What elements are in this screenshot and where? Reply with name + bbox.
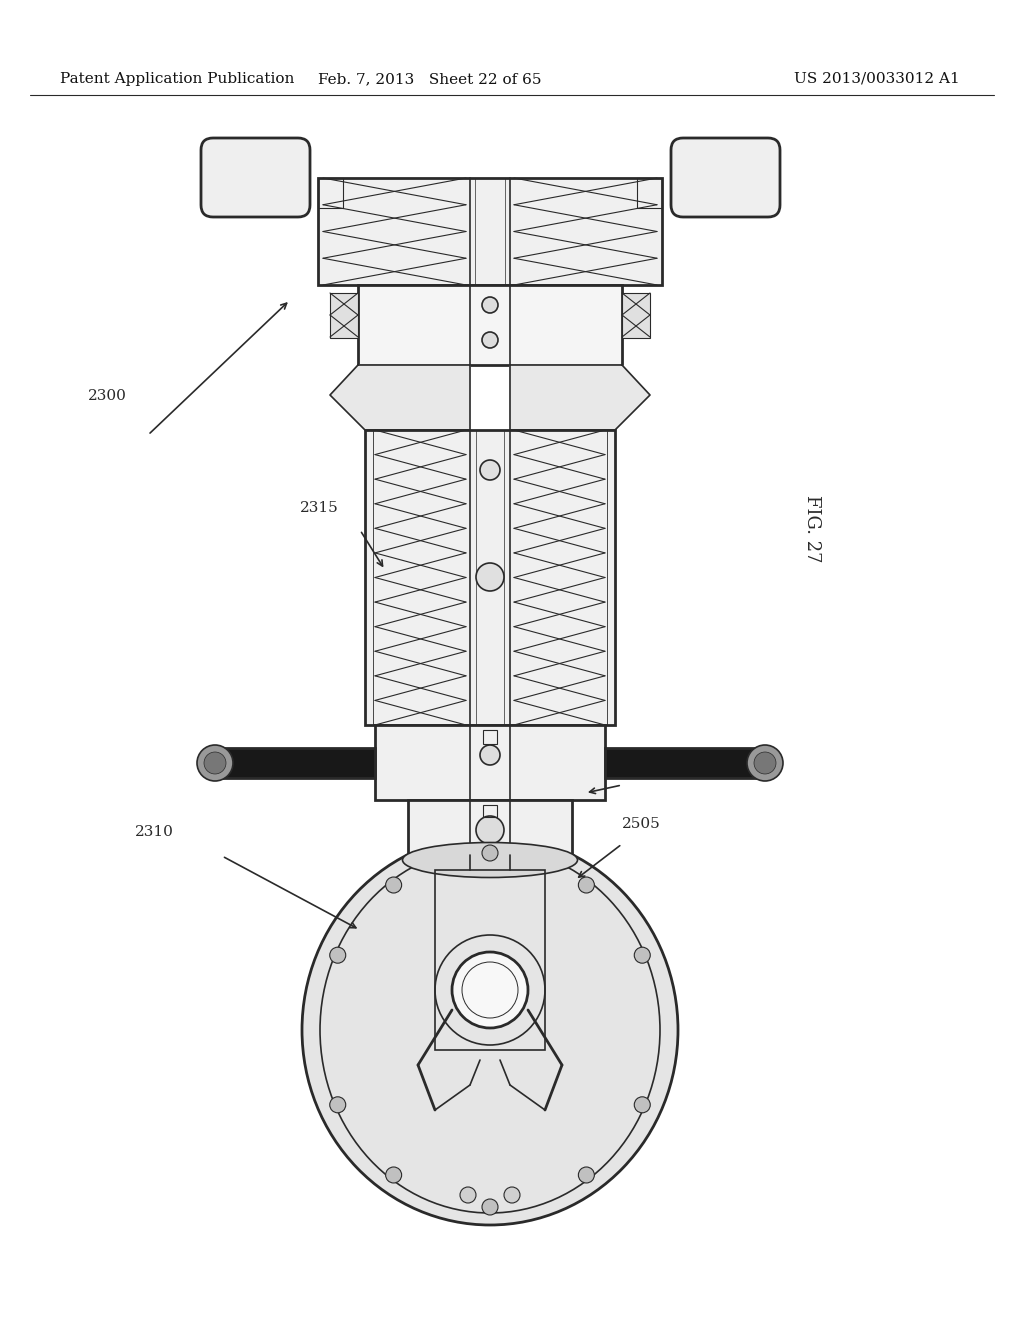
- FancyBboxPatch shape: [671, 139, 780, 216]
- Circle shape: [330, 948, 346, 964]
- Circle shape: [579, 876, 594, 894]
- Text: Patent Application Publication: Patent Application Publication: [60, 73, 294, 86]
- Circle shape: [746, 744, 783, 781]
- Text: US 2013/0033012 A1: US 2013/0033012 A1: [795, 73, 961, 86]
- Circle shape: [480, 459, 500, 480]
- Circle shape: [386, 1167, 401, 1183]
- Circle shape: [634, 1097, 650, 1113]
- Bar: [435, 870, 545, 1049]
- Text: 2315: 2315: [300, 502, 339, 515]
- Polygon shape: [510, 366, 650, 430]
- Circle shape: [476, 564, 504, 591]
- Circle shape: [482, 297, 498, 313]
- Circle shape: [476, 816, 504, 843]
- Bar: [215, 748, 375, 777]
- Text: 2300: 2300: [88, 389, 127, 403]
- Polygon shape: [330, 366, 470, 430]
- Text: FIG. 27: FIG. 27: [803, 495, 821, 562]
- Ellipse shape: [302, 836, 678, 1225]
- Circle shape: [204, 752, 226, 774]
- Circle shape: [482, 1199, 498, 1214]
- Bar: [605, 748, 765, 777]
- FancyBboxPatch shape: [201, 139, 310, 216]
- Circle shape: [754, 752, 776, 774]
- Ellipse shape: [402, 842, 578, 878]
- Circle shape: [386, 876, 401, 894]
- Bar: [408, 800, 572, 855]
- Bar: [358, 285, 622, 366]
- Circle shape: [504, 1187, 520, 1203]
- Bar: [622, 293, 650, 338]
- Bar: [483, 805, 497, 817]
- Bar: [318, 178, 662, 285]
- Bar: [330, 293, 358, 338]
- Circle shape: [480, 744, 500, 766]
- Text: Feb. 7, 2013   Sheet 22 of 65: Feb. 7, 2013 Sheet 22 of 65: [318, 73, 542, 86]
- Bar: [375, 725, 605, 800]
- Circle shape: [482, 333, 498, 348]
- Text: 2310: 2310: [135, 825, 174, 840]
- Bar: [365, 430, 615, 725]
- Text: 2510: 2510: [622, 762, 660, 775]
- Bar: [318, 178, 343, 209]
- Text: 2505: 2505: [622, 817, 660, 832]
- Circle shape: [579, 1167, 594, 1183]
- Bar: [483, 730, 497, 744]
- Circle shape: [634, 948, 650, 964]
- Circle shape: [330, 1097, 346, 1113]
- Circle shape: [482, 845, 498, 861]
- Circle shape: [452, 952, 528, 1028]
- Bar: [637, 178, 662, 209]
- Circle shape: [460, 1187, 476, 1203]
- Circle shape: [197, 744, 233, 781]
